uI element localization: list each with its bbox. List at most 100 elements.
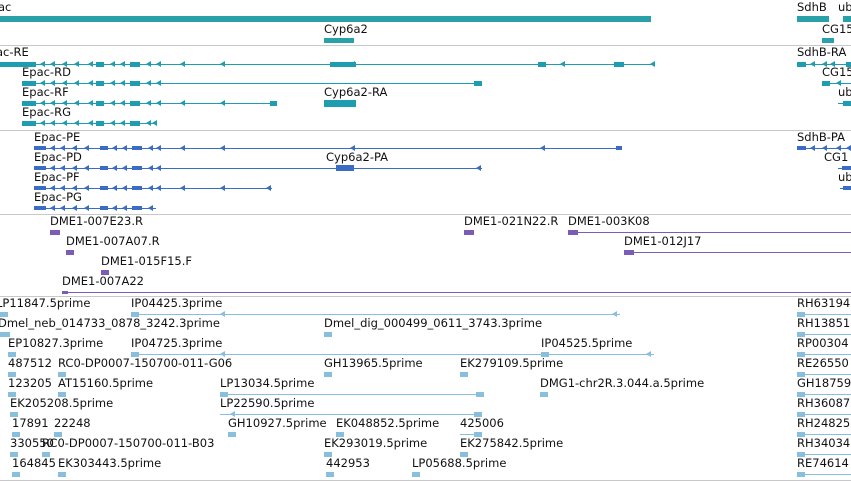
est-label[interactable]: GH13965.5prime [324, 356, 423, 370]
exon-block[interactable] [96, 62, 104, 67]
est-label[interactable]: 17891 [12, 416, 49, 430]
est-label[interactable]: 123205 [8, 376, 52, 390]
est-label[interactable]: LP22590.5prime [220, 396, 315, 410]
est-label[interactable]: AT15160.5prime [58, 376, 154, 390]
feature-label[interactable]: Epac-RF [22, 85, 69, 99]
est-label[interactable]: LP13034.5prime [220, 376, 315, 390]
gene-bar[interactable] [822, 38, 834, 43]
exon-block[interactable] [130, 101, 140, 106]
est-label[interactable]: IP04425.3prime [131, 296, 223, 310]
exon-block[interactable] [474, 432, 482, 437]
exon-block[interactable] [797, 412, 805, 417]
exon-block[interactable] [541, 352, 549, 357]
gene-label[interactable]: CG15 [822, 22, 851, 36]
est-label[interactable]: IP04525.5prime [541, 336, 633, 350]
exon-block[interactable] [797, 352, 805, 357]
est-label[interactable]: IP04725.3prime [131, 336, 223, 350]
exon-block[interactable] [568, 230, 578, 235]
exon-block[interactable] [228, 432, 236, 437]
est-label[interactable]: 442953 [326, 456, 370, 470]
est-label[interactable]: LP11847.5prime [0, 296, 91, 310]
exon-block[interactable] [464, 230, 474, 235]
gene-bar[interactable] [0, 16, 651, 22]
exon-block[interactable] [101, 270, 109, 275]
feature-label[interactable]: Epac-PG [34, 190, 82, 204]
feature-label[interactable]: Epac-RD [22, 65, 71, 79]
exon-block[interactable] [22, 101, 36, 106]
exon-block[interactable] [843, 101, 851, 106]
gene-label[interactable]: ac [0, 0, 12, 14]
exon-block[interactable] [270, 101, 277, 106]
est-label[interactable]: EP10827.3prime [8, 336, 104, 350]
exon-block[interactable] [476, 392, 484, 397]
est-label[interactable]: LP05688.5prime [412, 456, 507, 470]
est-label[interactable]: 22248 [54, 416, 91, 430]
exon-block[interactable] [132, 146, 142, 150]
est-label[interactable]: RH63194 [797, 296, 851, 310]
est-label[interactable]: RC0-DP0007-150700-011-B03 [42, 436, 215, 450]
exon-block[interactable] [34, 166, 46, 170]
feature-label[interactable]: DME1-007E23.R [50, 214, 144, 228]
exon-block[interactable] [474, 81, 482, 86]
est-label[interactable]: DMG1-chr2R.3.044.a.5prime [540, 376, 705, 390]
exon-block[interactable] [22, 81, 36, 86]
feature-label[interactable]: DME1-015F15.F [101, 254, 192, 268]
exon-block[interactable] [96, 121, 104, 126]
feature-label[interactable]: CG15 [822, 65, 851, 79]
feature-label[interactable]: CG1 [824, 150, 849, 164]
exon-block[interactable] [0, 312, 8, 317]
exon-block[interactable] [324, 372, 332, 377]
feature-label[interactable]: Epac-PE [34, 130, 81, 144]
exon-block[interactable] [132, 206, 142, 210]
exon-block[interactable] [324, 100, 356, 107]
exon-block[interactable] [132, 166, 142, 170]
exon-block[interactable] [797, 62, 806, 67]
gene-label[interactable]: Cyp6a2 [324, 22, 368, 36]
exon-block[interactable] [324, 452, 332, 457]
est-label[interactable]: RH34034 [797, 436, 851, 450]
exon-block[interactable] [220, 392, 228, 397]
exon-block[interactable] [797, 312, 805, 317]
exon-block[interactable] [10, 412, 18, 417]
exon-block[interactable] [540, 392, 548, 397]
exon-block[interactable] [0, 332, 10, 337]
feature-label[interactable]: Cyp6a2-RA [324, 85, 388, 99]
exon-block[interactable] [130, 81, 140, 86]
feature-label[interactable]: DME1-003K08 [568, 214, 650, 228]
exon-block[interactable] [326, 472, 334, 477]
exon-block[interactable] [8, 392, 16, 397]
exon-block[interactable] [846, 62, 851, 67]
exon-block[interactable] [460, 372, 468, 377]
exon-block[interactable] [0, 62, 36, 67]
exon-block[interactable] [58, 392, 66, 397]
gene-bar[interactable] [797, 16, 829, 22]
exon-block[interactable] [22, 121, 36, 126]
est-label[interactable]: 164845 [12, 456, 56, 470]
exon-block[interactable] [330, 62, 356, 67]
exon-block[interactable] [42, 452, 50, 457]
exon-block[interactable] [614, 62, 624, 67]
feature-label[interactable]: DME1-007A22 [62, 274, 144, 288]
gene-bar[interactable] [324, 38, 354, 43]
exon-block[interactable] [132, 186, 142, 190]
est-label[interactable]: RP00304 [797, 336, 849, 350]
exon-block[interactable] [130, 121, 140, 126]
est-label[interactable]: EK205208.5prime [10, 396, 114, 410]
exon-block[interactable] [131, 312, 139, 317]
exon-block[interactable] [843, 186, 851, 190]
feature-label[interactable]: ub [838, 85, 851, 99]
exon-block[interactable] [797, 392, 805, 397]
feature-label[interactable]: SdhB-PA [797, 130, 845, 144]
feature-label[interactable]: Cyp6a2-PA [326, 150, 389, 164]
exon-block[interactable] [336, 432, 344, 437]
est-label[interactable]: GH18759 [797, 376, 851, 390]
est-label[interactable]: GH10927.5prime [228, 416, 327, 430]
est-label[interactable]: EK293019.5prime [324, 436, 428, 450]
est-label[interactable]: RC0-DP0007-150700-011-G06 [58, 356, 233, 370]
exon-block[interactable] [100, 206, 108, 210]
exon-block[interactable] [616, 146, 622, 150]
exon-block[interactable] [34, 206, 46, 210]
feature-label[interactable]: ub [838, 170, 851, 184]
exon-block[interactable] [54, 432, 62, 437]
exon-block[interactable] [474, 412, 482, 417]
